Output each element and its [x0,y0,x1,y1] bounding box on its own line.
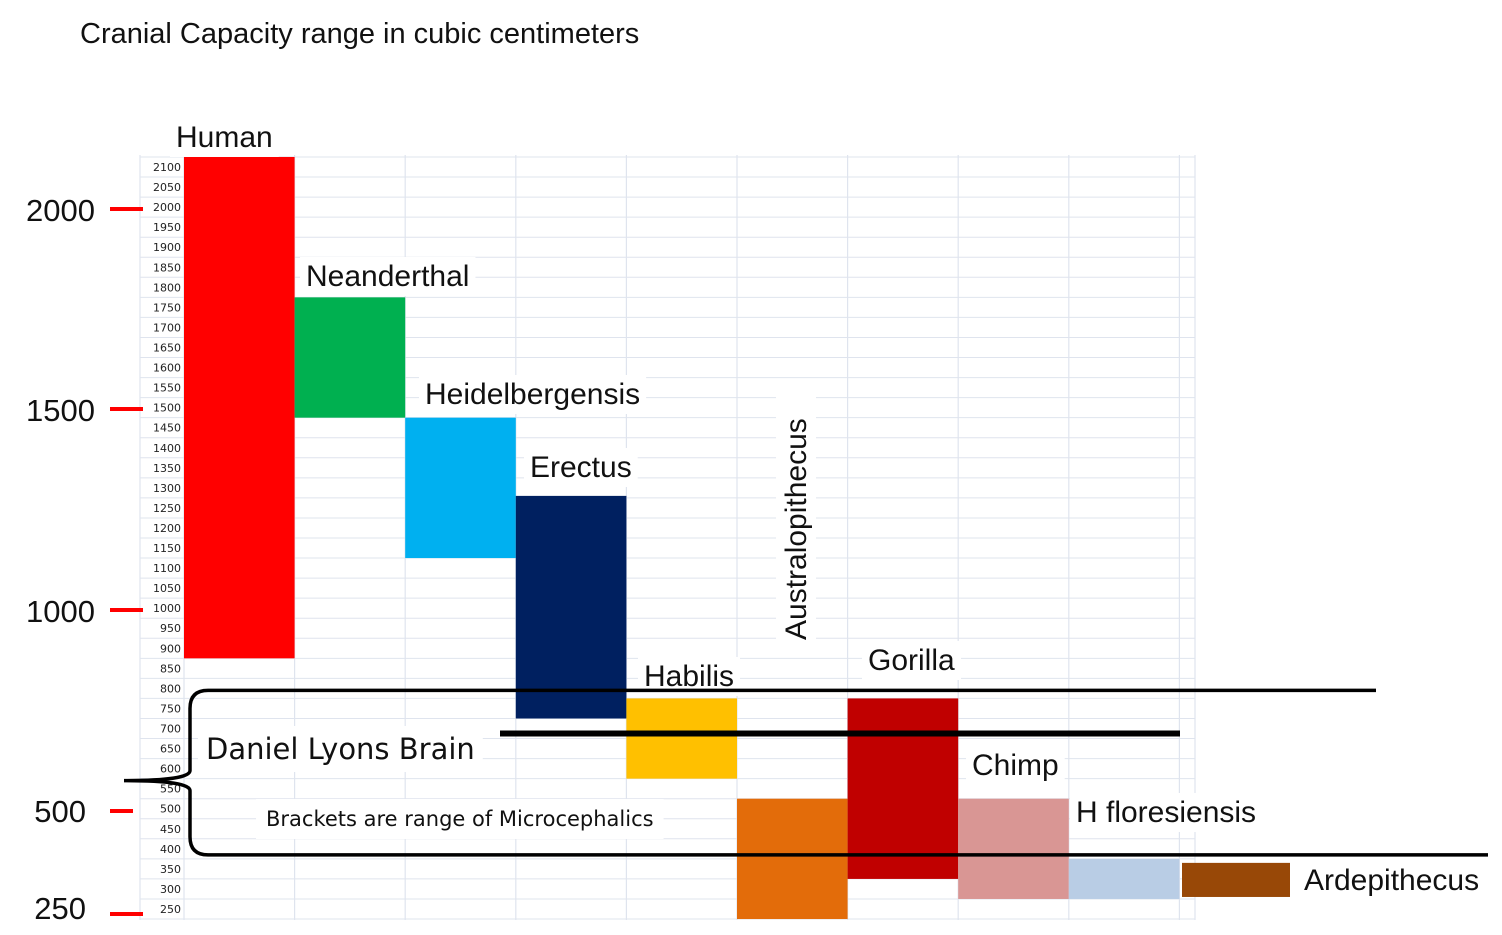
minor-tick-label: 1750 [153,301,181,314]
minor-tick-label: 1600 [153,362,181,375]
minor-tick-label: 1100 [153,562,181,575]
bar-h-floresiensis [1068,858,1180,899]
species-label: Ardepithecus [1304,864,1479,897]
minor-tick-label: 1800 [153,281,181,294]
label-background [419,375,647,414]
minor-tick-label: 950 [160,622,181,635]
minor-tick-label: 2100 [153,161,181,174]
minor-tick-label: 1050 [153,582,181,595]
label-background [170,118,279,157]
major-tick-label: 1500 [26,393,95,428]
label-background [524,448,638,487]
minor-tick-label: 1200 [153,522,181,535]
bar-australopithecus [737,798,848,920]
species-label: Heidelbergensis [425,378,640,411]
minor-tick-label: 300 [160,883,181,896]
bar-ardepithecus [1182,862,1290,897]
minor-tick-label: 500 [160,803,181,816]
bar-gorilla [847,698,959,879]
species-label: Human [176,121,273,154]
bar-heidelbergensis [405,417,516,559]
label-background [862,641,962,680]
major-tick-label: 250 [34,891,86,926]
label-background [256,799,664,839]
minor-tick-label: 1150 [153,542,181,555]
minor-tick-label: 1950 [153,221,181,234]
species-label: Habilis [644,660,734,693]
minor-tick-labels: 2100 2050 2000 1950 1900 1850 1800 1750 1700 1650… [153,161,181,916]
minor-tick-label: 600 [160,763,181,776]
species-label-group: Australopithecus [776,396,816,646]
major-tick-label: 1000 [26,594,95,629]
label-background [198,726,483,772]
bars [184,156,1290,920]
minor-tick-label: 1350 [153,462,181,475]
minor-tick-label: 1000 [153,602,181,615]
minor-tick-label: 2050 [153,181,181,194]
bar-habilis [626,698,737,779]
major-tick-label: 500 [34,794,86,829]
minor-tick-label: 850 [160,662,181,675]
species-label: Erectus [530,451,632,484]
minor-tick-label: 1400 [153,442,181,455]
minor-tick-label: 1850 [153,261,181,274]
label-background [300,257,476,296]
bar-erectus [515,495,627,719]
label-background [776,396,816,646]
bar-chimp [958,798,1069,899]
minor-tick-label: 450 [160,823,181,836]
species-label: Australopithecus [780,418,813,640]
bracket-note: Brackets are range of Microcephalics [266,807,654,831]
species-label: Chimp [972,749,1059,782]
minor-tick-label: 2000 [153,201,181,214]
minor-tick-label: 900 [160,642,181,655]
minor-tick-label: 1700 [153,321,181,334]
species-labels: Human Neanderthal Heidelbergensis Erectus Ha… [170,118,1486,900]
minor-tick-label: 800 [160,682,181,695]
species-label: Gorilla [868,644,955,677]
minor-tick-label: 550 [160,783,181,796]
minor-tick-label: 1300 [153,482,181,495]
microcephalic-bracket [123,688,1488,857]
chart-title: Cranial Capacity range in cubic centimet… [80,18,639,50]
species-label: Neanderthal [306,260,469,293]
minor-tick-label: 700 [160,723,181,736]
major-tick-labels: 2000 1500 1000 500 250 [26,193,143,926]
bar-human [184,156,295,659]
minor-tick-label: 750 [160,702,181,715]
minor-tick-label: 1650 [153,341,181,354]
annotations: Daniel Lyons Brain Brackets are range of … [123,688,1488,857]
label-background [1298,861,1486,900]
minor-tick-label: 1900 [153,241,181,254]
daniel-lyons-label: Daniel Lyons Brain [206,732,475,766]
minor-tick-label: 1450 [153,422,181,435]
minor-tick-label: 350 [160,863,181,876]
label-background [1070,793,1263,832]
bar-neanderthal [294,297,406,418]
minor-tick-label: 1250 [153,502,181,515]
label-background [966,746,1065,785]
minor-tick-label: 400 [160,843,181,856]
minor-tick-label: 250 [160,903,181,916]
major-tick-label: 2000 [26,193,95,228]
minor-tick-label: 650 [160,743,181,756]
minor-tick-label: 1550 [153,382,181,395]
species-label: H floresiensis [1076,796,1256,829]
minor-tick-label: 1500 [153,402,181,415]
